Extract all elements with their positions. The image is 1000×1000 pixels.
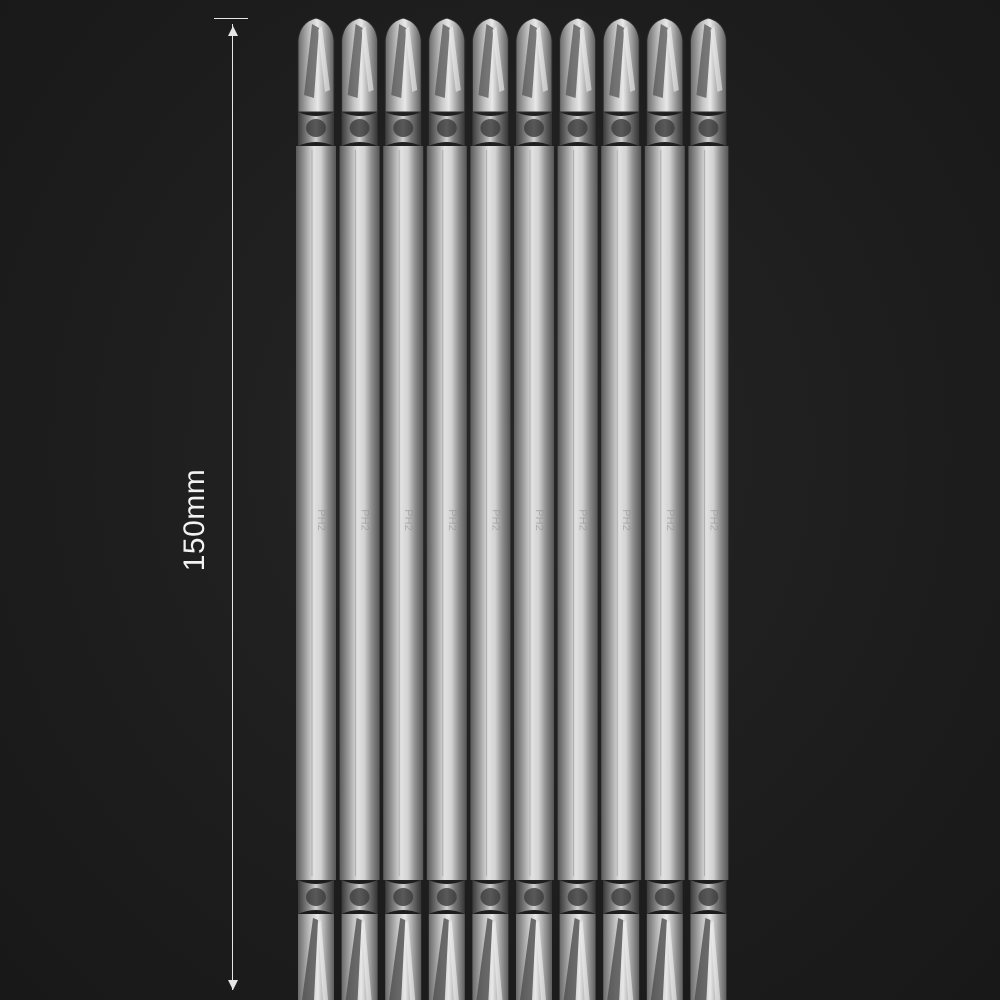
bit-tip-flute	[565, 24, 581, 98]
bit-tip-flute	[405, 26, 418, 92]
bit-shaft	[644, 146, 685, 880]
bit-tip-flute	[623, 26, 636, 92]
bit-marking: PH2	[489, 509, 501, 530]
bit-tip-flute	[432, 918, 449, 1000]
bit-neck-shadow	[698, 888, 719, 906]
bit-tip-flute	[666, 26, 679, 92]
bit-tip-flute	[476, 918, 493, 1000]
screwdriver-bit: PH2	[296, 17, 336, 1000]
bit-shaft	[688, 146, 729, 880]
screwdriver-bit: PH2	[557, 17, 598, 1000]
bit-tip-flute	[623, 920, 634, 1000]
bit-tip-flute	[579, 26, 592, 92]
bit-neck-shadow	[349, 888, 370, 906]
bit-tip-flute	[405, 920, 416, 1000]
bit-marking: PH2	[402, 509, 414, 530]
bit-marking: PH2	[446, 509, 458, 530]
bit-tip-flute	[389, 918, 406, 1000]
bit-tip-flute	[448, 26, 461, 92]
screwdriver-bit: PH2	[688, 17, 729, 1000]
bit-marking: PH2	[664, 509, 676, 530]
bit-tip-flute	[478, 24, 494, 98]
bit-shaft	[514, 146, 554, 880]
bit-tip-flute	[492, 26, 505, 92]
bit-tip-flute	[492, 920, 503, 1000]
bit-tip-flute	[563, 918, 580, 1000]
bit-neck-shadow	[436, 888, 457, 906]
bit-neck-shadow	[349, 119, 370, 137]
bit-neck-shadow	[654, 119, 675, 137]
screwdriver-bit: PH2	[644, 17, 685, 1000]
bit-tip-flute	[666, 920, 677, 1000]
bit-marking: PH2	[577, 509, 589, 530]
bit-shaft	[383, 146, 424, 880]
bit-tip-flute	[345, 918, 362, 1000]
screwdriver-bit: PH2	[339, 17, 380, 1000]
bit-tip-flute	[434, 24, 450, 98]
bit-shaft	[339, 146, 380, 880]
bit-tip-flute	[579, 920, 590, 1000]
bit-tip-flute	[304, 24, 319, 98]
bit-tip-flute	[652, 24, 668, 98]
bit-tip-flute	[696, 24, 712, 98]
bit-neck-shadow	[698, 119, 719, 137]
bit-marking: PH2	[620, 509, 632, 530]
bit-neck-shadow	[567, 888, 588, 906]
bit-neck-shadow	[480, 888, 501, 906]
screwdriver-bit: PH2	[426, 17, 467, 1000]
bit-neck-shadow	[480, 119, 501, 137]
bit-neck-shadow	[611, 119, 632, 137]
bit-tip-flute	[318, 26, 330, 92]
bit-neck-shadow	[436, 119, 457, 137]
bit-neck-shadow	[393, 119, 414, 137]
bit-marking: PH2	[315, 509, 327, 530]
bit-neck-shadow	[393, 888, 414, 906]
bit-marking: PH2	[707, 509, 719, 530]
bit-tip-flute	[710, 26, 723, 92]
bit-tip-flute	[710, 920, 721, 1000]
bit-tip-flute	[536, 920, 546, 1000]
bit-shaft	[470, 146, 511, 880]
bit-tip-flute	[650, 918, 667, 1000]
bit-shaft	[557, 146, 598, 880]
bit-marking: PH2	[533, 509, 545, 530]
bit-tip-flute	[347, 24, 363, 98]
bit-neck-shadow	[567, 119, 588, 137]
screwdriver-bit: PH2	[601, 17, 642, 1000]
bit-tip-flute	[520, 918, 536, 1000]
bit-neck-shadow	[306, 888, 326, 906]
bit-neck-shadow	[524, 888, 544, 906]
bit-tip-flute	[694, 918, 711, 1000]
bit-tip-flute	[522, 24, 537, 98]
bit-tip-flute	[607, 918, 624, 1000]
bit-marking: PH2	[359, 509, 371, 530]
bit-tip-flute	[391, 24, 407, 98]
bit-tip-flute	[361, 26, 374, 92]
bit-neck-shadow	[524, 119, 544, 137]
bit-tip-flute	[609, 24, 625, 98]
bit-tip-flute	[536, 26, 548, 92]
bit-tip-flute	[361, 920, 372, 1000]
bit-tip-flute	[318, 920, 328, 1000]
bit-shaft	[601, 146, 642, 880]
screwdriver-bit: PH2	[514, 17, 554, 1000]
bit-neck-shadow	[306, 119, 326, 137]
bit-shaft	[426, 146, 467, 880]
bit-neck-shadow	[611, 888, 632, 906]
screwdriver-bit: PH2	[383, 17, 424, 1000]
bit-tip-flute	[448, 920, 459, 1000]
bit-shaft	[296, 146, 336, 880]
bit-neck-shadow	[654, 888, 675, 906]
screwdriver-bit: PH2	[470, 17, 511, 1000]
bit-tip-flute	[302, 918, 318, 1000]
